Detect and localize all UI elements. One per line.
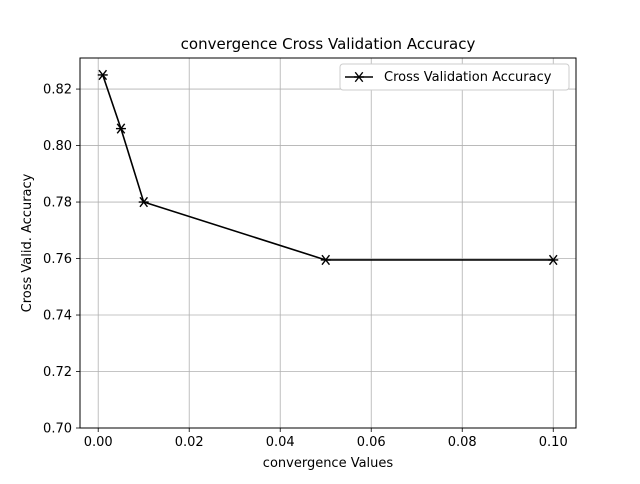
x-tick-label: 0.08 <box>448 435 477 450</box>
x-tick-label: 0.10 <box>539 435 568 450</box>
legend-box <box>339 63 570 91</box>
chart-title: convergence Cross Validation Accuracy <box>181 35 476 53</box>
x-tick-label: 0.00 <box>84 435 113 450</box>
y-tick-label: 0.80 <box>43 139 72 154</box>
y-axis-label: Cross Valid. Accuracy <box>20 173 35 312</box>
legend-marker-icon <box>354 71 364 83</box>
y-tick-label: 0.70 <box>43 422 72 437</box>
x-tick-label: 0.06 <box>357 435 386 450</box>
y-tick-label: 0.74 <box>43 309 72 324</box>
x-axis-ticks: 0.00 0.02 0.04 0.06 0.08 0.10 <box>84 428 568 450</box>
legend-label: Cross Validation Accuracy <box>384 70 552 85</box>
data-point-marker <box>97 69 108 81</box>
data-point-marker <box>115 123 126 134</box>
y-tick-label: 0.78 <box>43 196 72 211</box>
y-tick-label: 0.82 <box>43 83 72 98</box>
y-axis-ticks: 0.70 0.72 0.74 0.76 0.78 0.80 0.82 <box>43 83 80 437</box>
legend: Cross Validation Accuracy <box>339 63 570 91</box>
x-tick-label: 0.04 <box>266 435 295 450</box>
x-axis-label: convergence Values <box>263 456 394 471</box>
x-tick-label: 0.02 <box>175 435 204 450</box>
data-point-marker <box>138 196 149 208</box>
y-tick-label: 0.76 <box>43 252 72 267</box>
legend-marker <box>354 71 364 83</box>
data-point-marker <box>320 254 331 266</box>
plot-frame <box>79 57 577 429</box>
y-tick-label: 0.72 <box>43 365 72 380</box>
grid <box>80 58 576 429</box>
marker-layer <box>97 69 559 266</box>
data-point-marker <box>548 254 559 266</box>
